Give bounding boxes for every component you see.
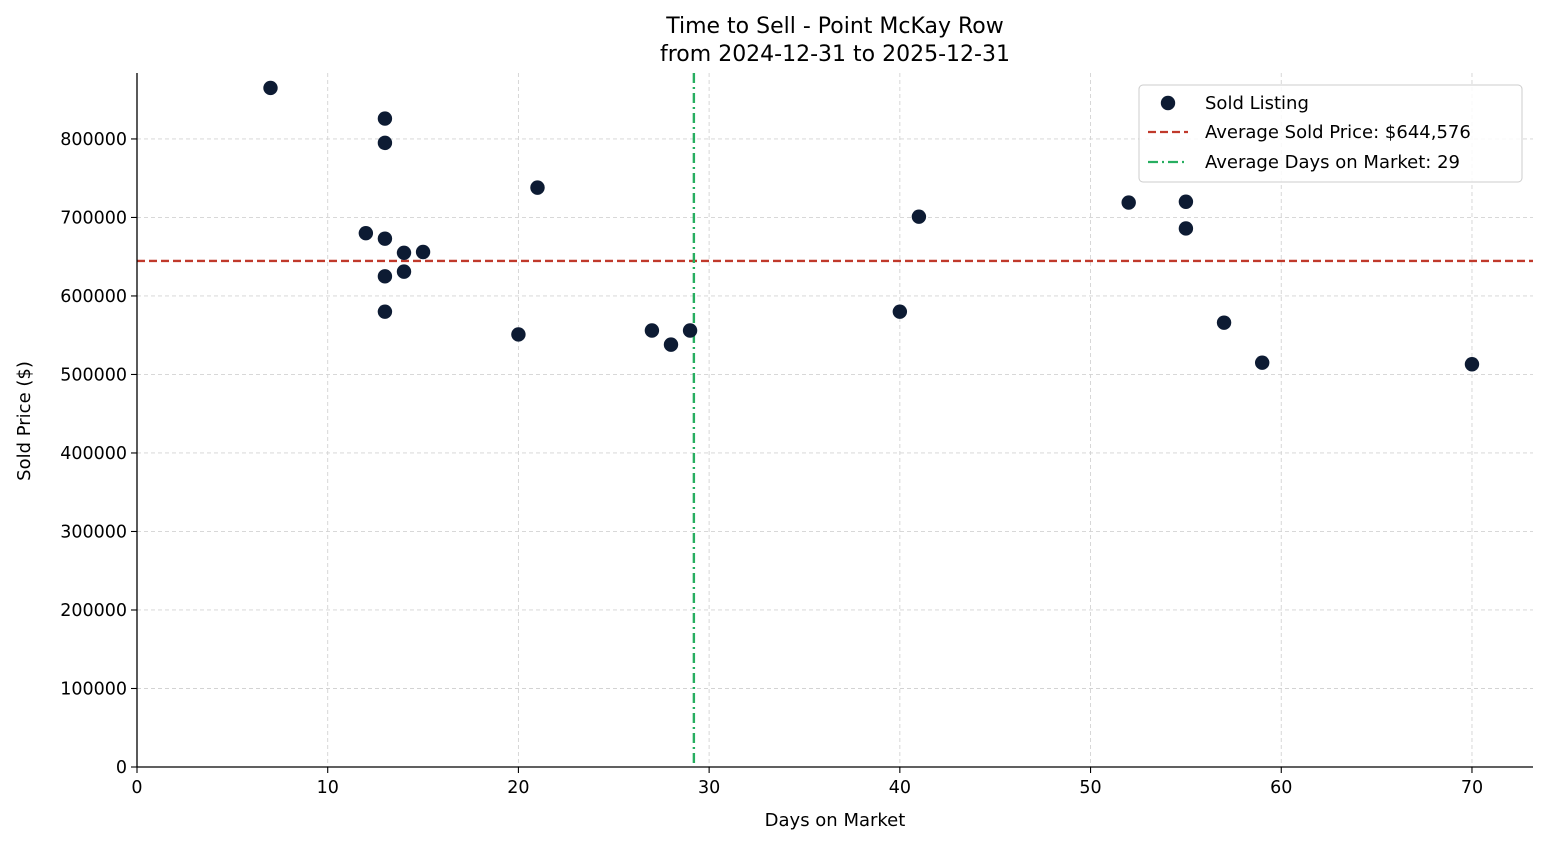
data-point (1254, 355, 1270, 370)
data-point (1121, 195, 1136, 210)
data-points (263, 80, 1480, 372)
data-point (377, 135, 393, 151)
data-point (377, 304, 393, 319)
data-point (663, 337, 679, 352)
legend-marker-sold-listing (1160, 95, 1176, 111)
data-point (396, 245, 412, 260)
y-tick-label-800000: 800000 (60, 130, 127, 150)
data-point (415, 244, 431, 260)
data-point (377, 231, 393, 246)
legend-label-average-price: Average Sold Price: $644,576 (1205, 122, 1471, 143)
axes: 0 10 20 30 40 50 60 70 0 100000 200000 300000 400000… (60, 73, 1533, 798)
data-point (892, 304, 908, 319)
data-point (358, 225, 374, 241)
chart-subtitle-line: from 2024-12-31 to 2025-12-31 (660, 42, 1010, 67)
data-point (263, 80, 278, 96)
x-tick-label-0: 0 (131, 778, 142, 798)
x-tick-label-70: 70 (1461, 778, 1483, 798)
data-point (377, 269, 393, 284)
data-point (511, 327, 526, 342)
y-axis-label: Sold Price ($) (14, 361, 35, 481)
x-tick-label-10: 10 (317, 778, 339, 798)
y-tick-label-500000: 500000 (60, 365, 127, 385)
y-tick-label-600000: 600000 (60, 287, 127, 307)
data-point (1178, 194, 1194, 209)
data-point (377, 111, 393, 126)
x-tick-label-30: 30 (698, 778, 720, 798)
data-point (1216, 315, 1232, 330)
x-tick-label-50: 50 (1079, 778, 1101, 798)
legend-frame (1138, 84, 1523, 183)
x-tick-label-40: 40 (889, 778, 911, 798)
legend-label-average-days: Average Days on Market: 29 (1205, 152, 1460, 173)
y-tick-label-100000: 100000 (60, 679, 127, 699)
y-tick-label-400000: 400000 (60, 444, 127, 464)
y-tick-label-200000: 200000 (60, 601, 127, 621)
chart-title: Time to Sell - Point McKay Row from 2024… (660, 14, 1010, 67)
data-point (530, 180, 545, 195)
legend-label-sold-listing: Sold Listing (1205, 93, 1309, 114)
data-point (1178, 221, 1194, 236)
legend: Sold Listing Average Sold Price: $644,57… (1138, 84, 1523, 183)
data-point (682, 323, 698, 338)
data-point (1464, 357, 1480, 372)
y-tick-label-300000: 300000 (60, 522, 127, 542)
y-tick-label-0: 0 (116, 758, 127, 778)
reference-lines (137, 73, 1533, 767)
x-tick-label-60: 60 (1270, 778, 1292, 798)
x-axis-label: Days on Market (765, 810, 906, 831)
x-tick-label-20: 20 (507, 778, 529, 798)
y-tick-label-700000: 700000 (60, 208, 127, 228)
data-point (911, 209, 927, 224)
data-point (396, 264, 412, 279)
data-point (644, 323, 660, 338)
chart-title-line: Time to Sell - Point McKay Row (665, 14, 1004, 39)
